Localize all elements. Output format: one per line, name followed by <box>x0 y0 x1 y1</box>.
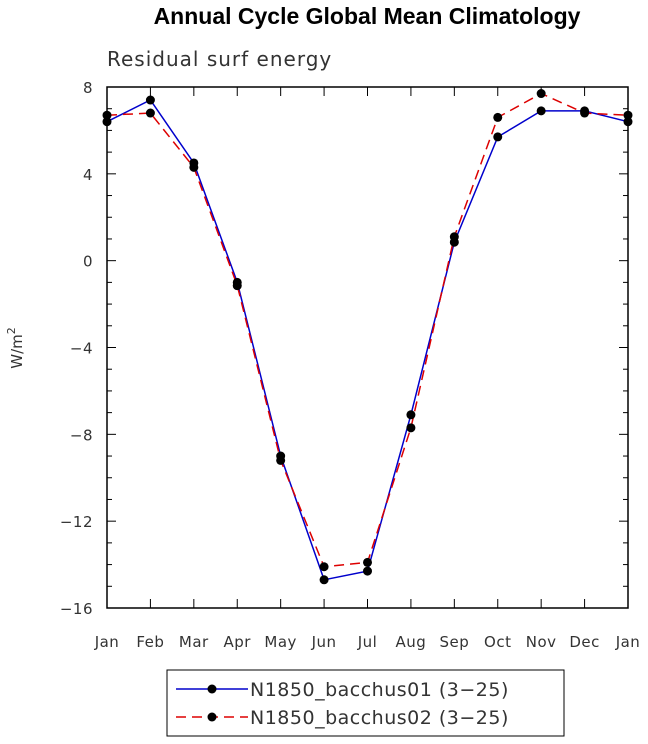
series-2-point <box>449 232 459 242</box>
y-axis-label-text: W/m <box>8 334 26 369</box>
series-1-point <box>363 566 372 576</box>
series-2-point <box>319 562 329 572</box>
chart-subtitle: Residual surf energy <box>107 47 332 71</box>
x-tick-label: Apr <box>224 633 252 651</box>
series-2-point <box>580 108 590 118</box>
x-tick-label: May <box>264 633 297 651</box>
x-tick-label: Aug <box>396 633 427 651</box>
y-tick-label: 8 <box>83 79 93 97</box>
legend: N1850_bacchus01 (3−25) N1850_bacchus02 (… <box>166 669 565 737</box>
x-tick-label: Feb <box>136 633 164 651</box>
legend-marker-series-1 <box>207 684 217 694</box>
series-layer <box>102 89 633 585</box>
x-tick-label: Jan <box>94 633 120 651</box>
series-2-point <box>363 557 372 567</box>
y-axis-label: W/m2 <box>5 327 26 369</box>
series-2-point <box>536 89 546 99</box>
series-1-point <box>319 575 329 585</box>
series-1-point <box>493 132 503 142</box>
x-tick-label: Jul <box>357 633 378 651</box>
series-2-point <box>232 281 242 291</box>
x-tick-label: Mar <box>179 633 209 651</box>
x-tick-label: Nov <box>526 633 557 651</box>
series-line-1 <box>106 99 629 581</box>
series-1-point <box>406 410 416 420</box>
x-tick-label: Oct <box>484 633 511 651</box>
x-tick-label: Jun <box>311 633 337 651</box>
y-tick-label: 4 <box>83 166 93 184</box>
legend-label-series-1: N1850_bacchus01 (3−25) <box>250 679 509 701</box>
svg-text:W/m2: W/m2 <box>5 327 26 369</box>
legend-label-series-2: N1850_bacchus02 (3−25) <box>250 707 509 729</box>
x-tick-label: Jan <box>615 633 641 651</box>
y-axis-label-superscript: 2 <box>5 327 18 334</box>
plot-frame <box>106 86 629 609</box>
legend-box <box>166 669 565 737</box>
y-tick-label: −16 <box>60 600 93 618</box>
series-2-point <box>493 112 503 122</box>
y-tick-label: 0 <box>83 253 93 271</box>
series-2-point <box>145 108 155 118</box>
y-tick-label: −4 <box>70 340 93 358</box>
x-tick-label: Dec <box>569 633 600 651</box>
series-2-point <box>406 423 416 433</box>
series-2-point <box>276 455 286 465</box>
y-tick-label: −8 <box>70 426 93 444</box>
axis-ticks <box>106 86 629 609</box>
series-line-2 <box>106 92 629 568</box>
series-1-point <box>536 106 546 116</box>
y-tick-label: −12 <box>60 513 93 531</box>
series-1-point <box>145 95 155 105</box>
y-tick-labels: 8 4 0 −4 −8 −12 −16 <box>60 79 93 618</box>
series-2-point <box>189 162 199 172</box>
legend-marker-series-2 <box>207 712 217 722</box>
chart-title: Annual Cycle Global Mean Climatology <box>154 3 581 29</box>
x-tick-labels: Jan Feb Mar Apr May Jun Jul Aug Sep Oct Nov Dec Jan <box>94 633 641 651</box>
x-tick-label: Sep <box>439 633 469 651</box>
